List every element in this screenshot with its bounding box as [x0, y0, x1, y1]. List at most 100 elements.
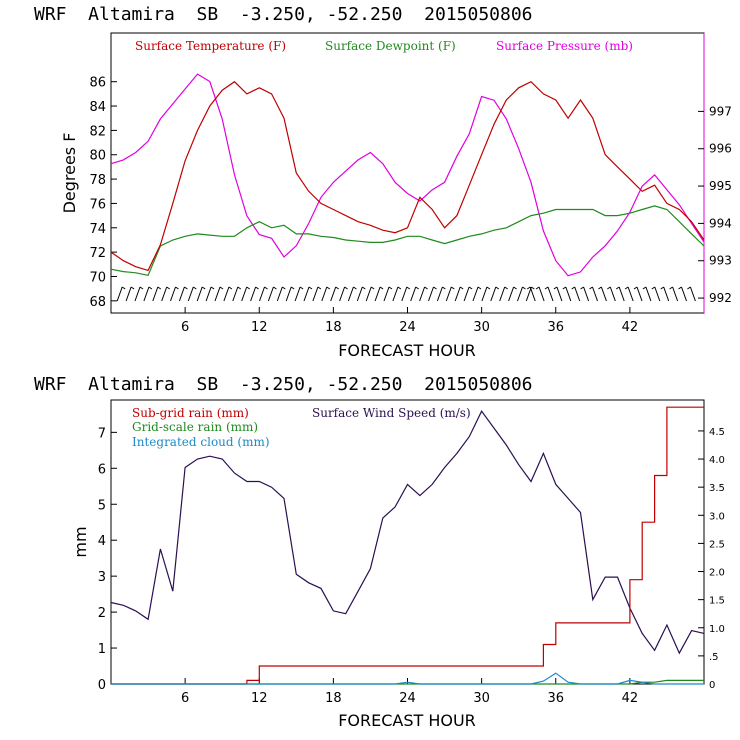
- wind-barb-flag: [175, 286, 179, 290]
- wind-barb-mark: [428, 286, 434, 302]
- wind-barb-mark: [223, 286, 230, 302]
- legend-surface-wind-speed: Surface Wind Speed (m/s): [312, 406, 471, 420]
- surface-pressure-line: [110, 73, 705, 277]
- wind-barb-flag: [157, 286, 162, 290]
- top-y-tick-label: 86: [89, 76, 106, 91]
- wind-barb-flag: [273, 286, 277, 290]
- bottom-y-tick-label: 0: [98, 678, 106, 693]
- wind-barb-mark: [232, 286, 239, 302]
- wind-barb-flag: [130, 286, 135, 290]
- bottom-right-tick-label: 0: [709, 680, 715, 691]
- top-x-tick-label: 36: [547, 320, 564, 335]
- wind-barb-flag: [531, 286, 535, 290]
- top-chart-header: WRF Altamira SB -3.250, -52.250 20150508…: [34, 4, 533, 25]
- wind-barb-flag: [615, 286, 620, 290]
- bottom-y-tick-label: 6: [98, 462, 106, 477]
- bottom-x-ticks: 6 12 18 24 30 36 42: [181, 678, 638, 706]
- wind-barb-flag: [562, 286, 567, 290]
- wind-barb-flag: [642, 286, 647, 290]
- wind-barb-flag: [442, 286, 446, 290]
- wind-barb-flag: [166, 286, 170, 290]
- top-x-tick-label: 12: [251, 320, 268, 335]
- wind-barb-mark: [419, 286, 426, 302]
- bottom-right-tick-label: 1.0: [709, 624, 725, 635]
- wind-barb-mark: [303, 286, 310, 302]
- wind-barb-mark: [454, 286, 461, 302]
- bottom-x-axis-label: FORECAST HOUR: [338, 711, 476, 730]
- wind-barb-flag: [370, 286, 375, 290]
- wind-barb-mark: [339, 286, 346, 302]
- wind-barb-flag: [669, 286, 673, 290]
- wind-barb-mark: [436, 286, 443, 302]
- wind-barb-mark: [508, 286, 515, 302]
- top-chart: WRF Altamira SB -3.250, -52.250 20150508…: [34, 4, 732, 360]
- wind-barb-mark: [556, 286, 563, 302]
- wind-barb-mark: [627, 286, 634, 302]
- bottom-right-tick-label: 2.0: [709, 568, 725, 579]
- wind-barb-flag: [624, 286, 629, 290]
- bottom-y-tick-label: 1: [98, 642, 106, 657]
- bottom-right-tick-label: 1.5: [709, 596, 725, 607]
- bottom-y-tick-label: 5: [98, 498, 106, 513]
- bottom-right-tick-label: .5: [709, 652, 719, 663]
- legend-subgrid-rain: Sub-grid rain (mm): [132, 406, 249, 420]
- wind-barb-mark: [517, 286, 523, 302]
- wind-barb-mark: [689, 286, 696, 302]
- wind-barb-flag: [504, 286, 508, 290]
- wind-barb-mark: [196, 286, 203, 302]
- wind-barb-mark: [143, 286, 150, 302]
- wind-barb-mark: [214, 286, 221, 302]
- surface-dewpoint-line: [110, 205, 705, 276]
- wind-barb-mark: [170, 286, 176, 302]
- wind-barb-mark: [565, 286, 572, 302]
- bottom-right-tick-label: 3.0: [709, 511, 725, 522]
- wind-barb-flag: [290, 286, 295, 290]
- wind-barb-flag: [651, 286, 656, 290]
- wind-barb-flag: [433, 286, 437, 290]
- wind-barb-flag: [580, 286, 584, 290]
- wind-barb-flag: [495, 286, 500, 290]
- wind-barb-mark: [490, 286, 497, 302]
- wind-barb-mark: [681, 286, 687, 302]
- wind-barb-flag: [633, 286, 638, 290]
- top-x-tick-label: 30: [473, 320, 490, 335]
- wind-barb-flag: [535, 286, 540, 290]
- top-y-axis-label: Degrees F: [60, 133, 79, 214]
- wind-barb-flag: [607, 286, 611, 290]
- top-x-ticks: 6 12 18 24 30 36 42: [181, 307, 638, 335]
- wind-barb-flag: [237, 286, 242, 290]
- legend-surface-pressure: Surface Pressure (mb): [496, 39, 633, 53]
- wind-barb-flag: [219, 286, 224, 290]
- bottom-x-tick-label: 36: [547, 691, 564, 706]
- bottom-right-tick-label: 3.5: [709, 483, 725, 494]
- wind-barb-flag: [687, 286, 691, 290]
- wind-barb-flag: [526, 286, 531, 290]
- wind-barb-flag: [553, 286, 558, 290]
- wind-barb-mark: [600, 286, 607, 302]
- wind-barb-flag: [193, 286, 197, 290]
- bottom-x-tick-label: 24: [399, 691, 416, 706]
- wind-barb-flag: [184, 286, 188, 290]
- wind-barb-flag: [282, 286, 286, 290]
- wind-barb-flag: [255, 286, 259, 290]
- wind-barb-flag: [598, 286, 602, 290]
- wind-barb-mark: [672, 286, 679, 302]
- wind-barb-flag: [264, 286, 268, 290]
- wind-barb-flag: [139, 286, 144, 290]
- legend-surface-temperature: Surface Temperature (F): [135, 39, 286, 53]
- wind-barb-mark: [259, 286, 265, 302]
- top-y-ticks: 68 70 72 74 76 78 80 82 84 86: [89, 76, 117, 310]
- bottom-x-tick-label: 12: [251, 691, 268, 706]
- wind-barb-flag: [326, 286, 331, 290]
- top-x-tick-label: 42: [622, 320, 639, 335]
- wind-barb-flag: [121, 286, 126, 290]
- wind-barb-mark: [321, 286, 328, 302]
- wind-barb-mark: [401, 286, 408, 302]
- bottom-y-tick-label: 2: [98, 606, 106, 621]
- wind-barb-mark: [356, 286, 363, 302]
- top-right-tick-label: 994: [709, 216, 732, 230]
- wind-barb-mark: [525, 286, 532, 302]
- wind-barb-flag: [415, 286, 419, 290]
- top-y-tick-label: 78: [89, 173, 106, 188]
